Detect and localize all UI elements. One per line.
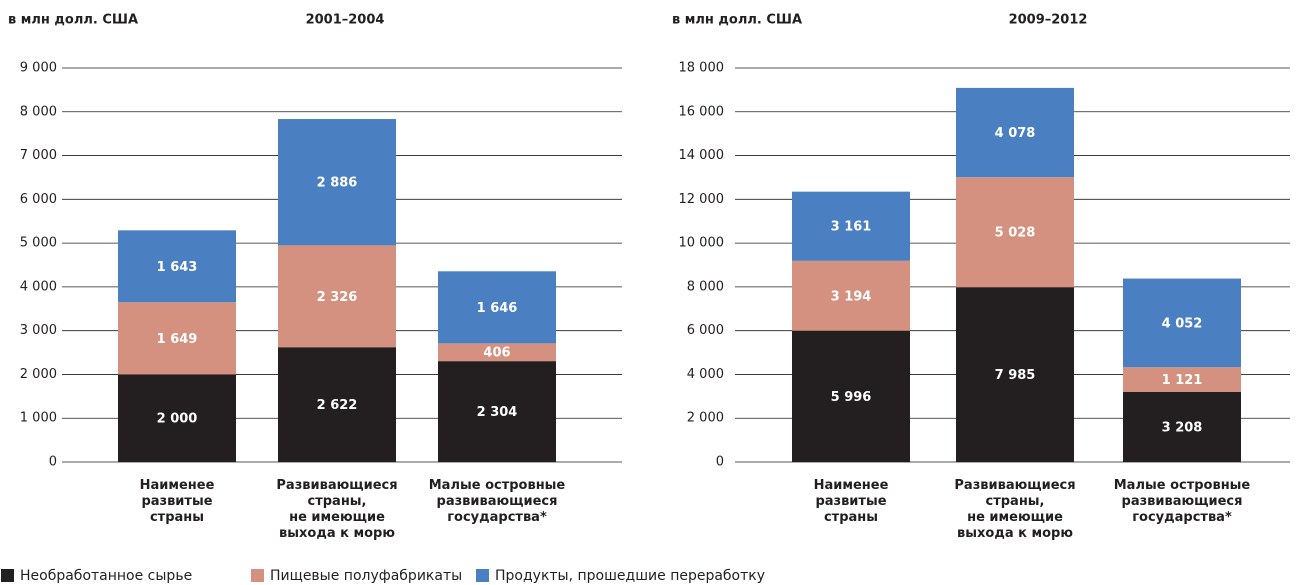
data-label: 3 208 [1162, 420, 1203, 435]
x-tick-label: Развивающиеся страны, не имеющие выхода к м… [954, 478, 1075, 541]
data-label: 5 996 [831, 390, 872, 405]
bar-segment [438, 343, 556, 362]
y-tick-label: 6 000 [20, 192, 57, 207]
y-tick-label: 10 000 [679, 236, 725, 251]
bar-segment [278, 347, 396, 462]
bar-segment [792, 191, 910, 261]
legend-swatch [476, 569, 489, 582]
chart-title: 2001–2004 [306, 13, 385, 28]
data-label: 1 646 [477, 301, 518, 316]
x-tick-label: Наименее развитые страны [140, 478, 215, 525]
data-label: 5 028 [995, 226, 1036, 241]
x-tick-label: Наименее развитые страны [814, 478, 889, 525]
data-label: 406 [483, 346, 510, 361]
x-tick-label: Малые островные развивающиеся государства* [429, 478, 566, 525]
y-tick-label: 7 000 [20, 148, 57, 163]
y-tick-label: 1 000 [20, 411, 57, 426]
data-label: 4 078 [995, 126, 1036, 141]
y-tick-label: 5 000 [20, 236, 57, 251]
bar-segment [956, 287, 1074, 462]
bar-segment [1123, 391, 1241, 462]
data-label: 3 194 [831, 289, 872, 304]
data-label: 2 326 [317, 290, 358, 305]
bar-segment [438, 361, 556, 462]
bar-segment [118, 230, 236, 303]
data-label: 2 000 [157, 412, 198, 427]
y-tick-label: 9 000 [20, 61, 57, 76]
data-label: 1 649 [157, 332, 198, 347]
y-tick-label: 0 [716, 455, 724, 470]
bar-segment [956, 87, 1074, 178]
y-tick-label: 6 000 [687, 323, 724, 338]
bar-segment [1123, 367, 1241, 392]
bar-segment [438, 271, 556, 344]
legend-label: Необработанное сырье [20, 568, 192, 584]
data-label: 7 985 [995, 368, 1036, 383]
y-tick-label: 0 [49, 455, 57, 470]
data-label: 4 052 [1162, 316, 1203, 331]
y-tick-label: 3 000 [20, 323, 57, 338]
bar-segment [792, 330, 910, 462]
y-axis-label: в млн долл. США [8, 13, 138, 28]
bar-segment [118, 302, 236, 375]
x-tick-label: Развивающиеся страны, не имеющие выхода к м… [276, 478, 397, 541]
chart-title: 2009–2012 [1009, 13, 1088, 28]
legend-swatch [251, 569, 264, 582]
y-tick-label: 8 000 [687, 279, 724, 294]
data-label: 2 304 [477, 405, 518, 420]
bar-segment [278, 245, 396, 348]
bar-segment [118, 374, 236, 462]
y-tick-label: 4 000 [687, 367, 724, 382]
y-axis-label: в млн долл. США [672, 13, 802, 28]
y-tick-label: 2 000 [687, 411, 724, 426]
legend-label: Продукты, прошедшие переработку [495, 568, 765, 584]
data-label: 2 886 [317, 176, 358, 191]
y-tick-label: 2 000 [20, 367, 57, 382]
legend-label: Пищевые полуфабрикаты [270, 568, 462, 584]
y-tick-label: 18 000 [679, 61, 725, 76]
data-label: 1 121 [1162, 373, 1203, 388]
data-label: 3 161 [831, 220, 872, 235]
y-tick-label: 12 000 [679, 192, 725, 207]
data-label: 2 622 [317, 398, 358, 413]
y-tick-label: 4 000 [20, 279, 57, 294]
x-tick-label: Малые островные развивающиеся государства* [1114, 478, 1251, 525]
y-tick-label: 8 000 [20, 104, 57, 119]
y-tick-label: 14 000 [679, 148, 725, 163]
bar-segment [1123, 278, 1241, 368]
bar-segment [278, 119, 396, 246]
y-tick-label: 16 000 [679, 104, 725, 119]
data-label: 1 643 [157, 260, 198, 275]
bar-segment [792, 260, 910, 331]
legend-swatch [1, 569, 14, 582]
bar-segment [956, 177, 1074, 288]
